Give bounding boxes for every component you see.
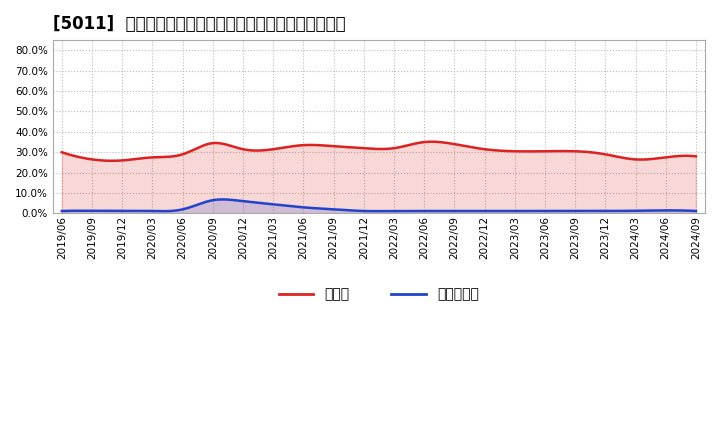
Text: [5011]  現預金、有利子負債の総資産に対する比率の推移: [5011] 現預金、有利子負債の総資産に対する比率の推移 <box>53 15 346 33</box>
Legend: 現預金, 有利子負債: 現預金, 有利子負債 <box>273 282 485 307</box>
